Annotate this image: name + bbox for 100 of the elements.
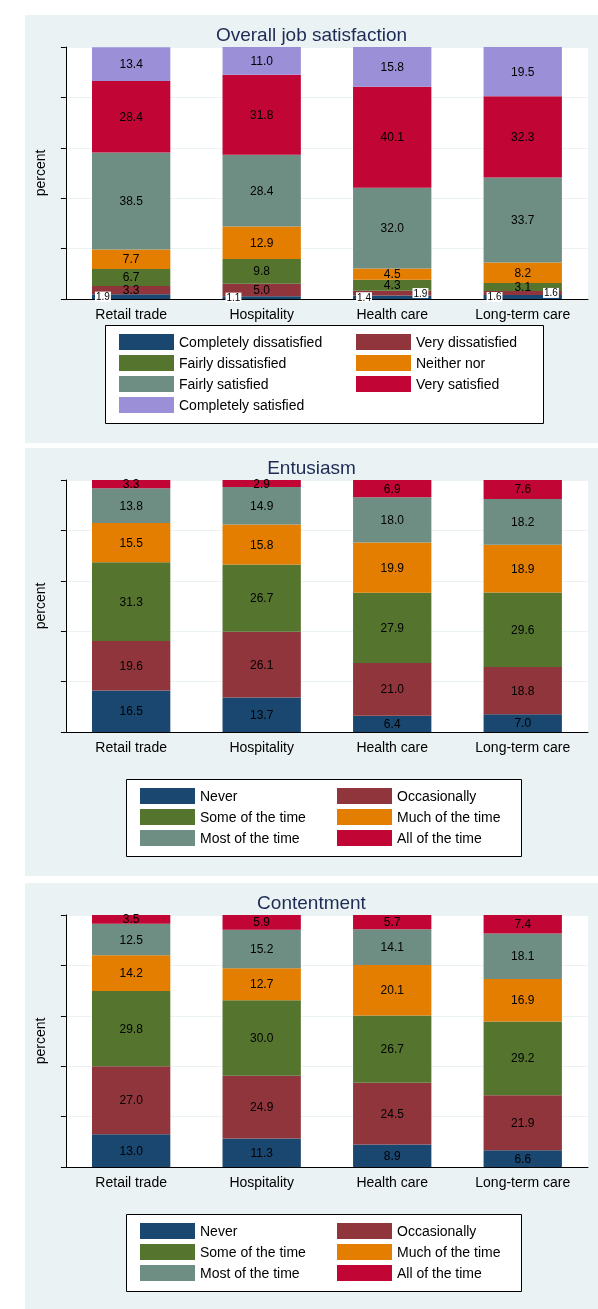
data-label: 5.9: [253, 915, 271, 930]
bar: [92, 690, 171, 732]
bar: [483, 544, 562, 593]
bar: [483, 1095, 562, 1151]
x-tick-label: Health care: [356, 739, 429, 755]
data-label: 1.6: [543, 287, 559, 299]
data-label: 24.5: [380, 1106, 405, 1121]
data-label: 27.9: [380, 620, 405, 635]
bar: [222, 697, 301, 732]
data-label: 6.9: [383, 481, 401, 496]
bar: [222, 258, 301, 284]
data-label: 3.3: [122, 477, 140, 492]
legend-label: Most of the time: [200, 1265, 300, 1281]
bar: [222, 487, 301, 525]
x-tick-label: Health care: [356, 306, 429, 322]
bar: [353, 1144, 432, 1167]
data-label: 1.6: [487, 291, 502, 303]
bar: [483, 480, 562, 499]
legend-label: Fairly satisfied: [179, 376, 269, 392]
bar: [92, 523, 171, 563]
bar: [222, 1138, 301, 1167]
bar: [353, 1082, 432, 1145]
data-label: 1.9: [96, 291, 111, 303]
data-label: 2.9: [253, 476, 271, 491]
bar: [222, 968, 301, 1001]
legend-label: Never: [200, 788, 238, 804]
bar: [92, 152, 171, 250]
bar: [222, 1000, 301, 1076]
data-label: 21.9: [511, 1115, 535, 1130]
legend-label: Much of the time: [397, 809, 501, 825]
data-label: 18.9: [511, 561, 535, 576]
data-label: 30.0: [250, 1030, 274, 1045]
bar: [353, 915, 432, 930]
bar: [222, 631, 301, 698]
data-label: 3.1: [514, 280, 532, 295]
bar: [92, 915, 171, 924]
data-label: 15.8: [380, 59, 405, 74]
data-label: 1.1: [226, 292, 241, 304]
bar: [483, 933, 562, 980]
bar: [92, 641, 171, 691]
bar: [483, 262, 562, 284]
data-label: 31.3: [119, 594, 144, 609]
data-label: 15.8: [250, 537, 274, 552]
data-label: 12.9: [250, 235, 274, 250]
y-axis-title: percent: [32, 149, 48, 197]
data-label: 18.2: [511, 514, 535, 529]
bar: [483, 714, 562, 732]
bar: [222, 929, 301, 969]
x-tick-label: Health care: [356, 1174, 429, 1190]
bar: [222, 226, 301, 259]
bar: [92, 955, 171, 992]
bar: [222, 524, 301, 565]
legend-label: Fairly dissatisfied: [179, 355, 287, 371]
legend-label: Much of the time: [397, 1244, 501, 1260]
bar: [353, 929, 432, 965]
bar: [222, 1075, 301, 1139]
chart-title: Overall job satisfaction: [215, 24, 408, 45]
data-label: 29.8: [119, 1021, 144, 1036]
data-label: 13.7: [250, 707, 274, 722]
data-label: 31.8: [250, 107, 274, 122]
x-tick-label: Retail trade: [95, 1174, 168, 1190]
data-label: 9.8: [253, 264, 271, 279]
x-tick-label: Retail trade: [95, 739, 168, 755]
legend-label: Completely dissatisfied: [179, 334, 323, 350]
legend-label: All of the time: [397, 830, 483, 846]
data-label: 6.4: [383, 716, 401, 731]
bar: [483, 592, 562, 667]
data-label: 13.4: [119, 57, 144, 72]
bar: [483, 177, 562, 263]
data-label: 14.1: [380, 940, 405, 955]
data-label: 8.9: [383, 1148, 401, 1163]
bar: [92, 562, 171, 642]
chart-title: Entusiasm: [267, 457, 356, 478]
data-label: 6.7: [122, 270, 140, 285]
data-label: 3.5: [122, 912, 140, 927]
legend-label: All of the time: [397, 1265, 483, 1281]
bar: [353, 497, 432, 543]
data-label: 7.6: [514, 482, 532, 497]
bar: [92, 1066, 171, 1135]
bar: [353, 715, 432, 732]
bar: [353, 480, 432, 498]
data-label: 12.5: [119, 932, 144, 947]
data-label: 21.0: [380, 682, 405, 697]
x-tick-label: Long-term care: [475, 306, 571, 322]
legend-label: Never: [200, 1223, 238, 1239]
chart-title: Contentment: [257, 892, 367, 913]
bar: [353, 592, 432, 663]
data-label: 13.8: [119, 498, 144, 513]
bar: [92, 269, 171, 286]
bar: [222, 74, 301, 155]
legend-label: Completely satisfied: [179, 397, 305, 413]
bar: [92, 923, 171, 956]
data-label: 4.3: [383, 278, 401, 293]
bar: [222, 564, 301, 632]
data-label: 40.1: [380, 130, 405, 145]
data-label: 33.7: [511, 213, 535, 227]
bar: [483, 498, 562, 545]
y-axis-title: percent: [32, 1017, 48, 1065]
bar: [483, 96, 562, 178]
data-label: 3.3: [122, 283, 140, 298]
